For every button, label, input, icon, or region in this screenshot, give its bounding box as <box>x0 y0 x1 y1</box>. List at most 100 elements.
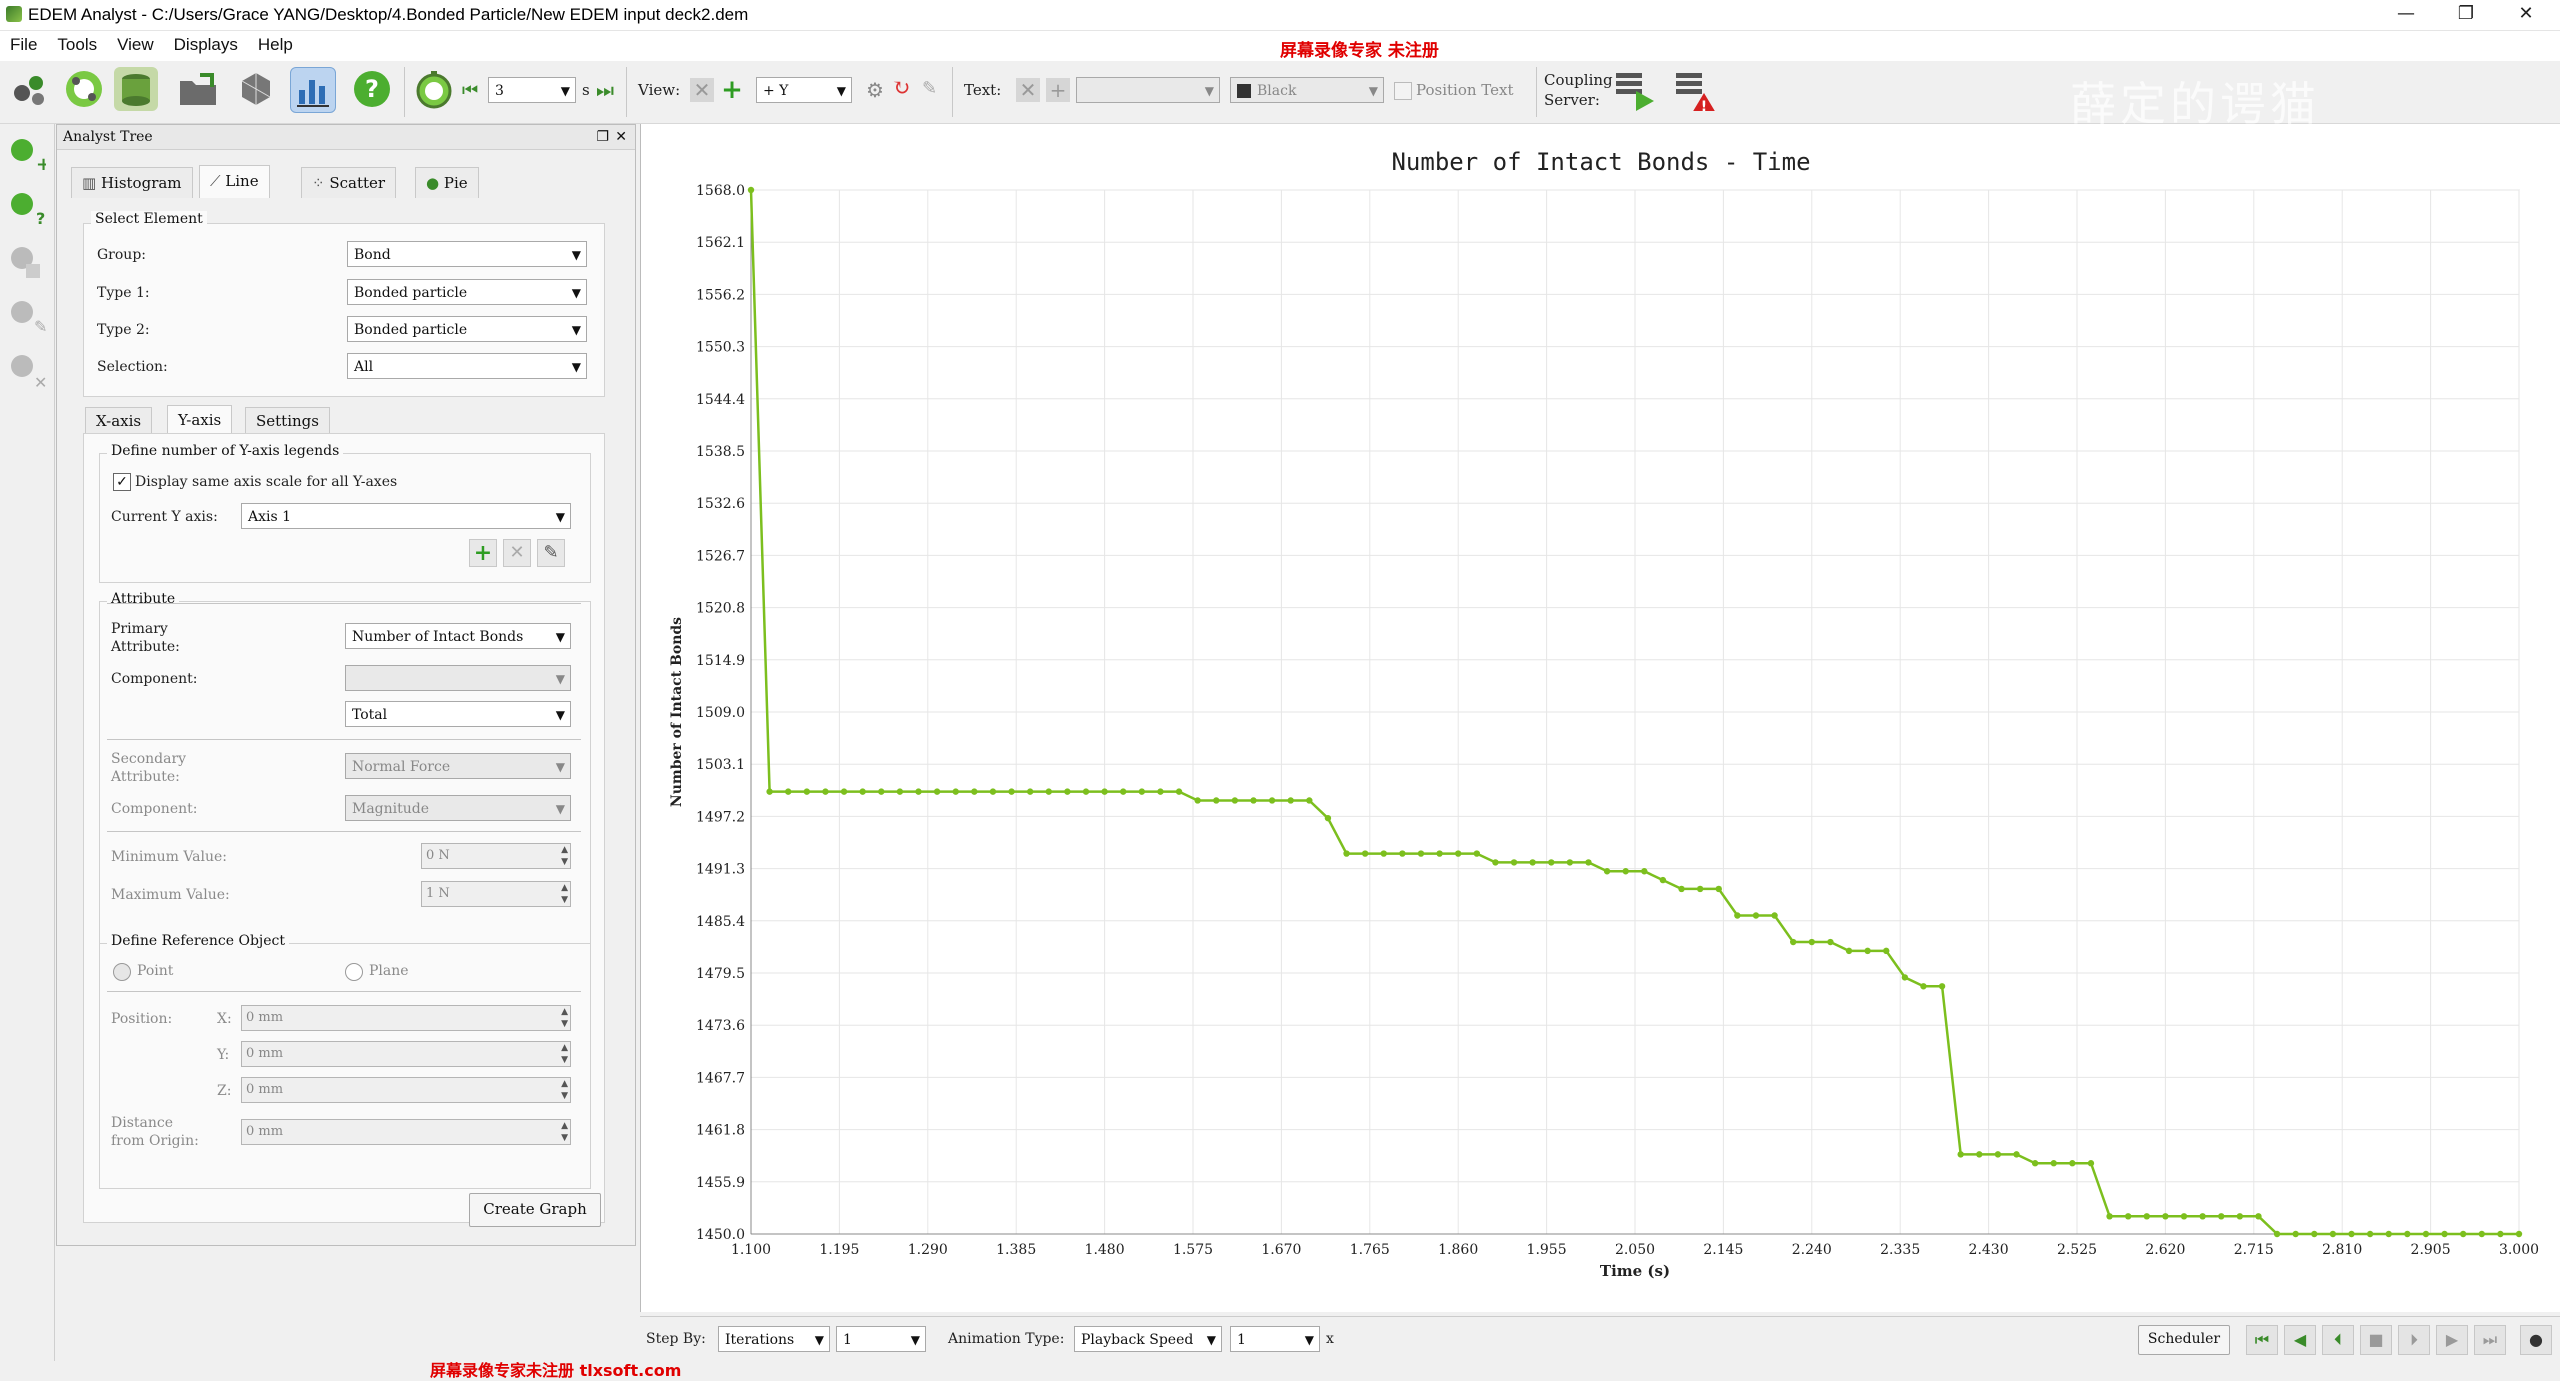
type2-label: Type 2: <box>97 322 150 338</box>
restore-button[interactable]: ❐ <box>2457 3 2475 24</box>
skip-back-icon[interactable]: ⏮ <box>462 80 479 101</box>
iterations-combo[interactable]: 3 ▼ <box>488 77 576 103</box>
primary-attribute-select[interactable]: Number of Intact Bonds ▼ <box>345 623 571 649</box>
menu-tools[interactable]: Tools <box>57 35 98 54</box>
last-frame-icon[interactable]: ⏭ <box>2474 1325 2506 1355</box>
coupling-start-icon[interactable] <box>1612 67 1656 111</box>
speed-select[interactable]: 1 ▼ <box>1230 1326 1320 1352</box>
geometry-icon[interactable] <box>234 67 278 111</box>
query-delete-icon[interactable]: ✕ <box>6 350 47 392</box>
color-combo[interactable]: Black ▼ <box>1230 77 1384 103</box>
menu-view[interactable]: View <box>117 35 154 54</box>
database-icon[interactable] <box>114 67 158 111</box>
step-by-select[interactable]: Iterations ▼ <box>718 1326 830 1352</box>
min-value-spinner[interactable]: 0 N ▲ ▼ <box>421 843 571 869</box>
position-text-checkbox[interactable] <box>1394 82 1412 100</box>
data-point <box>1883 947 1890 955</box>
position-y-spinner[interactable]: 0 mm ▲ ▼ <box>241 1041 571 1067</box>
menu-help[interactable]: Help <box>257 35 293 54</box>
menu-displays[interactable]: Displays <box>173 35 238 54</box>
undock-icon[interactable]: ❐ <box>596 129 609 145</box>
edit-pencil-icon[interactable]: ✎ <box>922 78 938 99</box>
help-icon[interactable]: ? <box>350 67 394 111</box>
timer-icon[interactable] <box>412 67 456 111</box>
skip-forward-icon[interactable]: ⏭ <box>596 78 614 102</box>
animation-type-select[interactable]: Playback Speed ▼ <box>1074 1326 1222 1352</box>
stop-icon[interactable]: ■ <box>2360 1325 2392 1355</box>
reset-icon[interactable]: ↻ <box>892 76 911 101</box>
secondary-attribute-label-2: Attribute: <box>111 769 180 785</box>
coupling-warning-icon[interactable]: ! <box>1672 67 1716 115</box>
point-radio[interactable] <box>113 963 131 981</box>
edit-axis-icon[interactable]: ✎ <box>537 539 565 567</box>
add-axis-icon[interactable]: + <box>469 539 497 567</box>
panel-close-icon[interactable]: ✕ <box>615 129 627 145</box>
watermark-right: 薛定的谔猫 <box>2070 77 2320 131</box>
data-point <box>1231 797 1239 804</box>
text-add-icon[interactable]: + <box>1046 78 1070 102</box>
position-x-spinner[interactable]: 0 mm ▲ ▼ <box>241 1005 571 1031</box>
export-folder-icon[interactable] <box>176 67 220 111</box>
view-add-icon[interactable]: + <box>721 75 743 105</box>
y-tick-label: 1509.0 <box>696 705 745 721</box>
position-z-spinner[interactable]: 0 mm ▲ ▼ <box>241 1077 571 1103</box>
secondary-attribute-label: Secondary <box>111 751 187 767</box>
tab-scatter[interactable]: ⁘ Scatter <box>301 167 397 198</box>
x-tick-label: 1.955 <box>1527 1242 1567 1258</box>
component2-select[interactable]: Magnitude ▼ <box>345 795 571 821</box>
data-point <box>822 788 829 795</box>
data-point <box>766 788 773 795</box>
particles-icon[interactable] <box>8 67 52 111</box>
query-edit-icon[interactable]: ✎ <box>6 296 47 336</box>
attribute-title: Attribute <box>107 591 180 607</box>
scheduler-button[interactable]: Scheduler <box>2138 1325 2230 1355</box>
same-scale-checkbox[interactable]: ✓ <box>113 473 131 491</box>
view-axis-combo[interactable]: + Y ▼ <box>756 77 852 103</box>
step-value-select[interactable]: 1 ▼ <box>836 1326 926 1352</box>
distance-spinner[interactable]: 0 mm ▲ ▼ <box>241 1119 571 1145</box>
bonds-icon[interactable] <box>62 67 106 111</box>
close-button[interactable]: ✕ <box>2518 3 2534 24</box>
type1-select[interactable]: Bonded particle ▼ <box>347 279 587 305</box>
tab-settings[interactable]: Settings <box>245 407 330 434</box>
x-tick-label: 1.290 <box>908 1242 948 1258</box>
plane-radio[interactable] <box>345 963 363 981</box>
create-graph-button[interactable]: Create Graph <box>469 1193 601 1227</box>
first-frame-icon[interactable]: ⏮ <box>2246 1325 2278 1355</box>
add-query-icon[interactable]: + <box>6 134 51 175</box>
total-select[interactable]: Total ▼ <box>345 701 571 727</box>
text-remove-icon[interactable]: ✕ <box>1016 78 1040 102</box>
data-point <box>1845 947 1853 955</box>
selection-select[interactable]: All ▼ <box>347 353 587 379</box>
settings-gear-icon[interactable]: ⚙ <box>866 78 884 102</box>
data-point <box>1194 797 1201 804</box>
data-point <box>2031 1160 2039 1167</box>
minimize-button[interactable]: — <box>2397 3 2415 24</box>
secondary-attribute-select[interactable]: Normal Force ▼ <box>345 753 571 779</box>
view-remove-icon[interactable]: ✕ <box>690 78 714 102</box>
step-back-icon[interactable]: ⏴ <box>2322 1325 2354 1355</box>
graph-icon[interactable] <box>290 67 336 113</box>
tab-x-axis[interactable]: X-axis <box>85 407 153 434</box>
current-axis-select[interactable]: Axis 1 ▼ <box>241 503 571 529</box>
type2-select[interactable]: Bonded particle ▼ <box>347 316 587 342</box>
tab-line[interactable]: ⟋ Line <box>199 165 270 198</box>
play-forward-icon[interactable]: ▶ <box>2436 1325 2468 1355</box>
play-backward-icon[interactable]: ◀ <box>2284 1325 2316 1355</box>
data-point <box>803 788 811 795</box>
min-value-label: Minimum Value: <box>111 849 227 865</box>
text-combo[interactable]: ▼ <box>1076 77 1220 103</box>
record-icon[interactable]: ● <box>2520 1325 2552 1355</box>
component-select[interactable]: ▼ <box>345 665 571 691</box>
menu-file[interactable]: File <box>10 35 38 54</box>
step-forward-icon[interactable]: ⏵ <box>2398 1325 2430 1355</box>
query-copy-icon[interactable] <box>6 242 46 282</box>
tab-y-axis[interactable]: Y-axis <box>167 405 233 434</box>
query-info-icon[interactable]: ? <box>6 188 46 228</box>
remove-axis-icon[interactable]: ✕ <box>503 539 531 567</box>
group-select[interactable]: Bond ▼ <box>347 241 587 267</box>
tab-histogram[interactable]: ▥ Histogram <box>71 167 193 198</box>
data-point <box>2069 1160 2076 1167</box>
max-value-spinner[interactable]: 1 N ▲ ▼ <box>421 881 571 907</box>
tab-pie[interactable]: ● Pie <box>415 167 479 198</box>
